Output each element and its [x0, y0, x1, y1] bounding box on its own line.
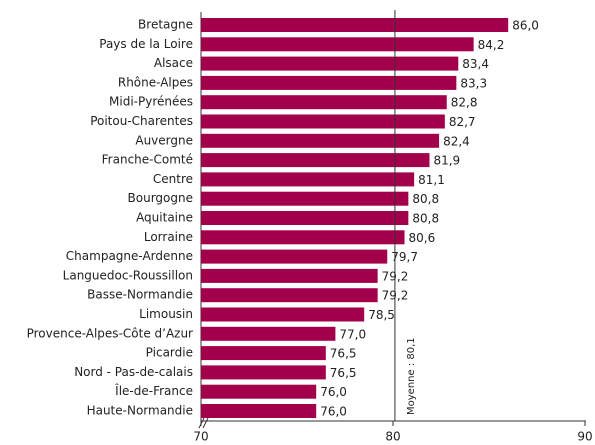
bar	[201, 404, 317, 418]
category-label: Poitou-Charentes	[90, 114, 193, 128]
value-label: 78,5	[368, 308, 395, 322]
bar	[201, 37, 474, 52]
mean-label: Moyenne : 80,1	[406, 337, 417, 415]
category-label: Pays de la Loire	[99, 37, 193, 51]
value-label: 79,7	[391, 250, 418, 264]
value-label: 80,6	[409, 231, 436, 245]
category-label: Île-de-France	[114, 383, 193, 398]
x-tick-label: 80	[385, 430, 400, 444]
category-label: Franche-Comté	[102, 153, 193, 167]
bar	[201, 133, 440, 148]
bar	[201, 249, 388, 264]
value-label: 76,5	[330, 347, 357, 361]
bar	[201, 288, 378, 303]
bar	[201, 211, 409, 225]
value-label: 82,7	[449, 115, 476, 129]
bar	[201, 75, 457, 90]
value-label: 84,2	[478, 38, 505, 52]
category-label: Bourgogne	[128, 191, 193, 205]
value-label: 76,5	[330, 366, 357, 380]
value-label: 81,1	[418, 173, 445, 187]
value-label: 81,9	[433, 154, 460, 168]
x-tick-label: 70	[193, 430, 208, 444]
category-label: Haute-Normandie	[87, 404, 193, 418]
value-label: 80,8	[412, 192, 439, 206]
bar	[201, 56, 459, 71]
x-tick-label: 90	[577, 430, 592, 444]
bar	[201, 307, 365, 322]
category-label: Basse-Normandie	[87, 288, 193, 302]
value-label: 86,0	[512, 19, 539, 33]
category-label: Languedoc-Roussillon	[63, 268, 193, 282]
category-label: Bretagne	[138, 18, 193, 32]
bar	[201, 95, 447, 110]
bar	[201, 268, 378, 283]
bar	[201, 114, 445, 129]
category-label: Rhône-Alpes	[118, 75, 193, 89]
category-label: Picardie	[146, 346, 193, 360]
bar	[201, 346, 326, 361]
category-label: Limousin	[139, 307, 193, 321]
category-label: Midi-Pyrénées	[109, 95, 193, 109]
category-label: Auvergne	[135, 133, 193, 147]
bar	[201, 365, 326, 380]
bar	[201, 191, 409, 206]
axis-break	[198, 417, 209, 429]
value-label: 77,0	[339, 327, 366, 341]
value-label: 82,4	[443, 134, 470, 148]
category-label: Provence-Alpes-Côte d’Azur	[27, 326, 193, 340]
value-label: 76,0	[320, 405, 347, 419]
category-label: Nord - Pas-de-calais	[74, 365, 193, 379]
bar	[201, 153, 430, 168]
value-label: 83,4	[462, 57, 489, 71]
value-label: 76,0	[320, 385, 347, 399]
bar	[201, 18, 509, 32]
bar	[201, 384, 317, 399]
value-label: 82,8	[451, 96, 478, 110]
value-label: 80,8	[412, 212, 439, 226]
bar	[201, 172, 415, 187]
category-label: Lorraine	[144, 230, 193, 244]
category-label: Alsace	[154, 56, 193, 70]
bar	[201, 326, 336, 341]
bar	[201, 230, 405, 245]
category-label: Champagne-Ardenne	[66, 249, 193, 263]
value-label: 83,3	[460, 76, 487, 90]
category-label: Centre	[153, 172, 193, 186]
category-label: Aquitaine	[136, 211, 193, 225]
